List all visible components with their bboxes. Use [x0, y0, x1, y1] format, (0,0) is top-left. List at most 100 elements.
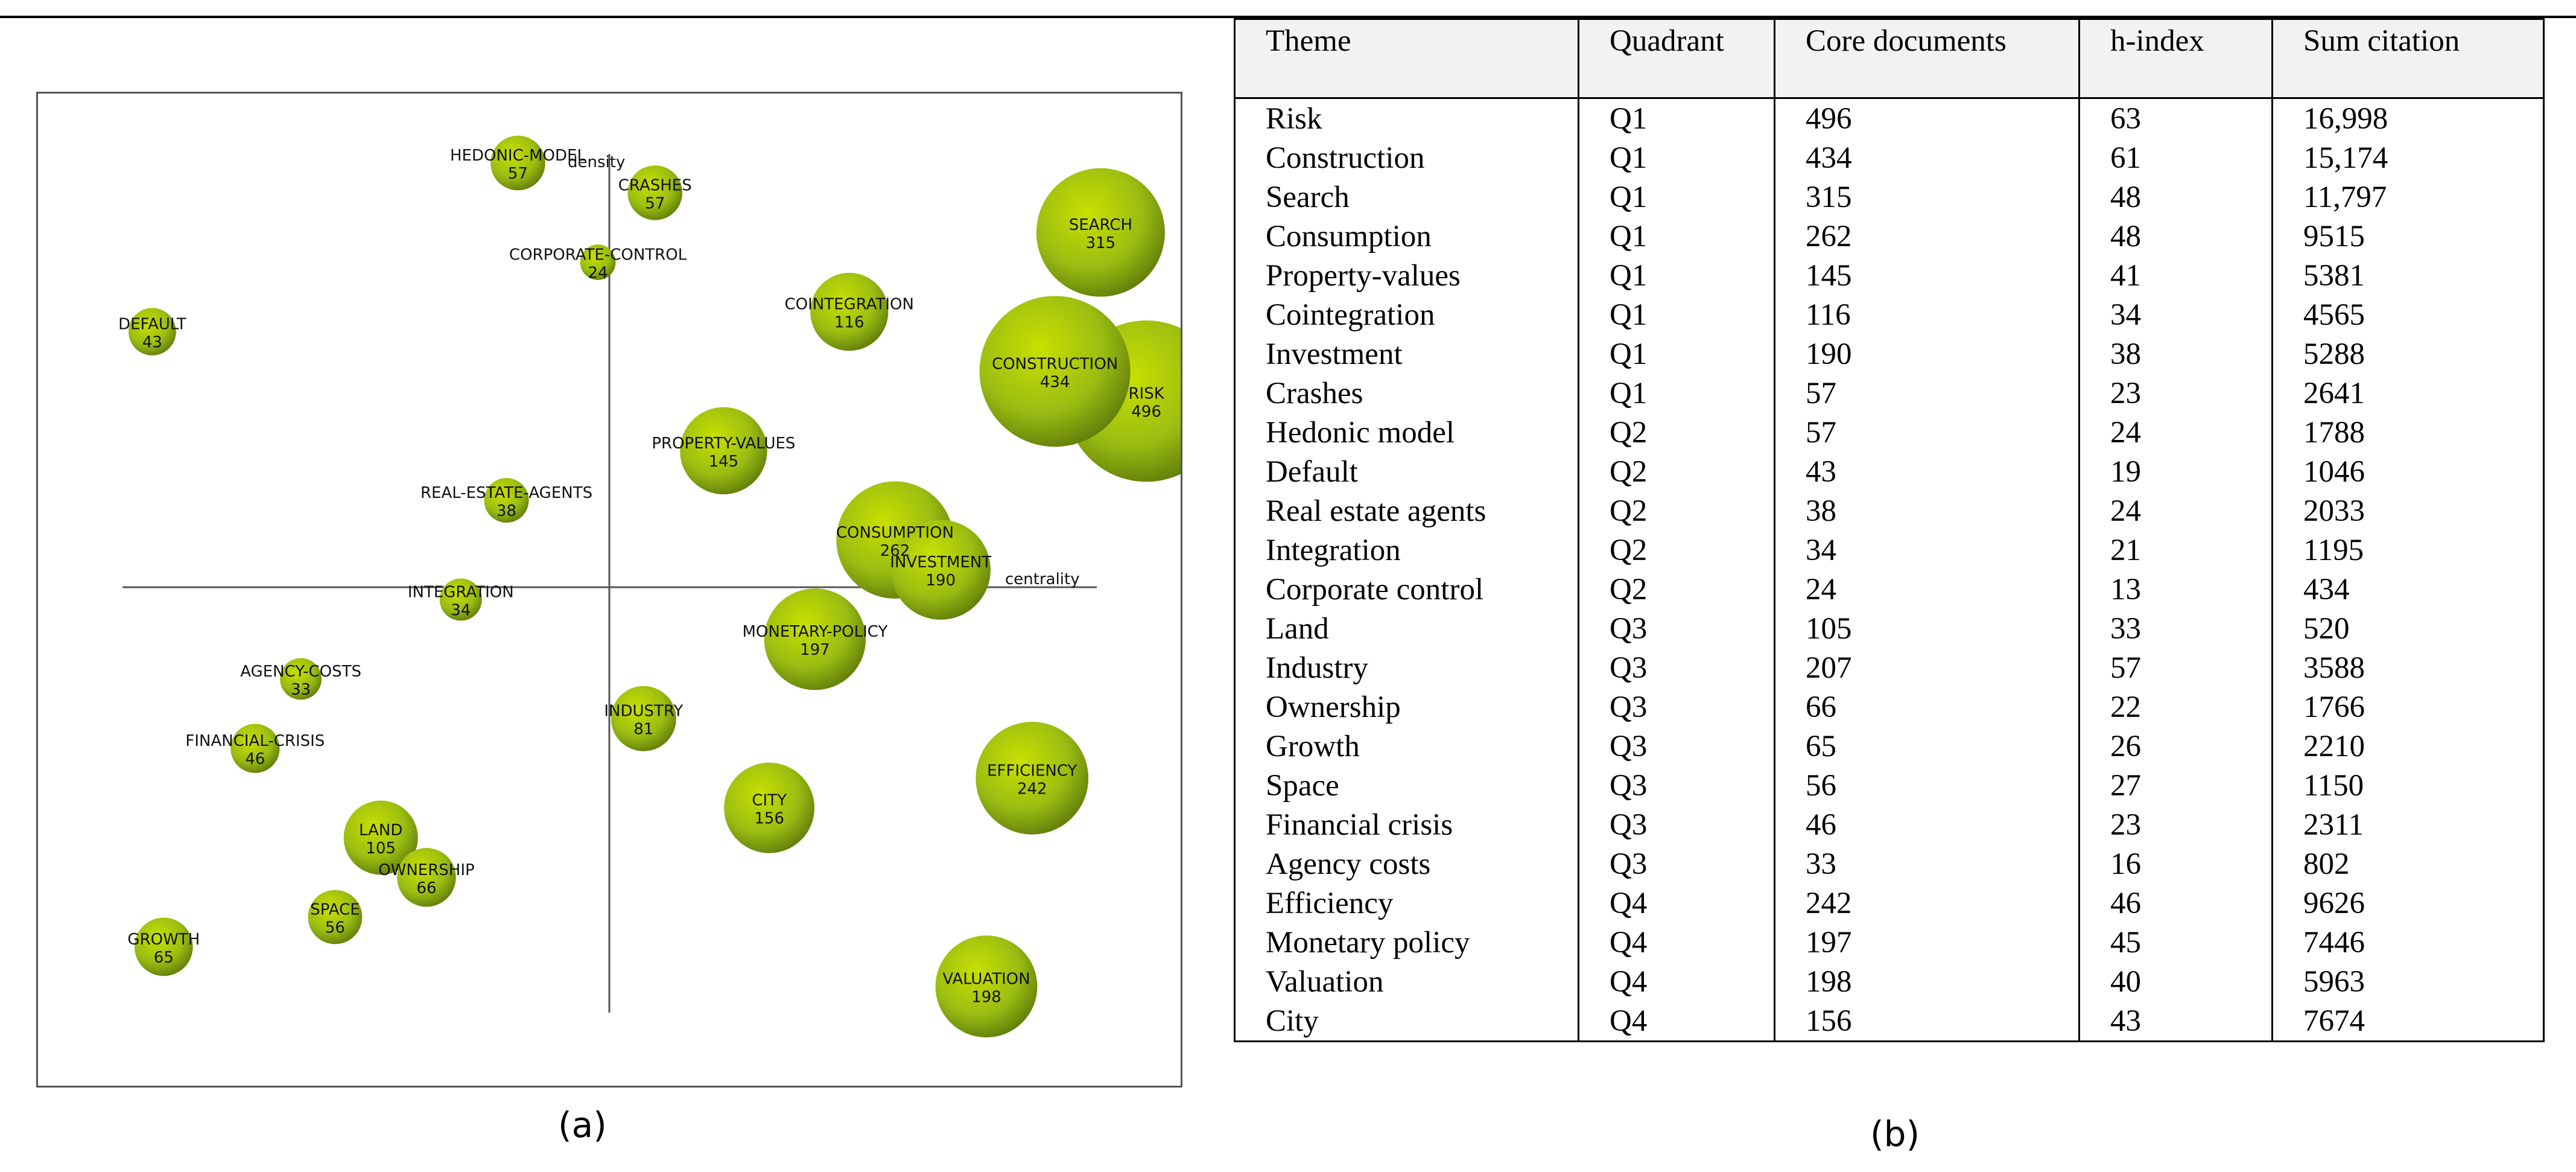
- bubble-value: 145: [709, 453, 739, 471]
- bubble-property-values: [680, 407, 767, 495]
- bubble-label: CITY: [752, 792, 787, 810]
- table-cell: 22: [2078, 687, 2273, 727]
- table-cell: 24: [2078, 491, 2273, 530]
- bubble-city: [724, 762, 815, 853]
- table-cell: 41: [2078, 256, 2273, 295]
- table-cell: 2311: [2271, 805, 2545, 844]
- caption-b: (b): [1870, 1113, 1920, 1154]
- table-row: Construction Q1 434 61 15,174: [1234, 138, 2545, 177]
- bubble-value: 434: [1040, 373, 1070, 391]
- bubble-label: CRASHES: [618, 176, 692, 194]
- bubble-space: [308, 890, 363, 944]
- table-row: Property-values Q1 145 41 5381: [1234, 256, 2545, 295]
- table-cell: 2641: [2271, 374, 2545, 413]
- table-cell: 11,797: [2271, 177, 2545, 217]
- table-cell: Valuation: [1234, 962, 1579, 1001]
- bubble-label: SPACE: [310, 901, 360, 919]
- table-cell: Integration: [1234, 530, 1579, 570]
- table-cell: Property-values: [1234, 256, 1579, 295]
- table-row: Land Q3 105 33 520: [1234, 609, 2545, 648]
- bubble-label: INDUSTRY: [604, 702, 683, 721]
- table-cell: Q1: [1578, 97, 1775, 138]
- bubble-label: EFFICIENCY: [987, 762, 1077, 780]
- table-cell: 46: [1774, 805, 2080, 844]
- table-cell: Consumption: [1234, 217, 1579, 256]
- bubble-value: 56: [325, 919, 345, 937]
- table-row: Search Q1 315 48 11,797: [1234, 177, 2545, 217]
- table-row: Crashes Q1 57 23 2641: [1234, 374, 2545, 413]
- bubble-value: 262: [880, 542, 910, 560]
- table-cell: Search: [1234, 177, 1579, 217]
- bubble-investment: [890, 520, 991, 620]
- bubble-value: 46: [245, 750, 265, 768]
- table-cell: 63: [2078, 97, 2273, 138]
- bubble-label: CONSUMPTION: [836, 524, 954, 542]
- table-row: Hedonic model Q2 57 24 1788: [1234, 413, 2545, 452]
- bubble-label: CORPORATE-CONTROL: [509, 246, 687, 264]
- bubble-value: 57: [508, 165, 528, 183]
- bubble-growth: [134, 917, 193, 976]
- table-cell: 23: [2078, 805, 2273, 844]
- bubble-value: 81: [633, 721, 653, 739]
- table-cell: Space: [1234, 766, 1579, 805]
- table-cell: 190: [1774, 334, 2080, 374]
- table-row: Agency costs Q3 33 16 802: [1234, 844, 2545, 884]
- table-row: Financial crisis Q3 46 23 2311: [1234, 805, 2545, 844]
- table-row: Consumption Q1 262 48 9515: [1234, 217, 2545, 256]
- table-row: Space Q3 56 27 1150: [1234, 766, 2545, 805]
- table-cell: Q1: [1578, 138, 1775, 177]
- table-cell: 40: [2078, 962, 2273, 1001]
- table-cell: Q3: [1578, 648, 1775, 687]
- table-cell: 1046: [2271, 452, 2545, 491]
- table-cell: Q2: [1578, 491, 1775, 530]
- table-cell: 61: [2078, 138, 2273, 177]
- col-header-theme: Theme: [1234, 18, 1579, 99]
- bubble-value: 33: [291, 681, 311, 699]
- table-cell: Q4: [1578, 962, 1775, 1001]
- table-cell: 43: [1774, 452, 2080, 491]
- table-cell: 45: [2078, 923, 2273, 962]
- table-cell: Hedonic model: [1234, 413, 1579, 452]
- table-cell: Q4: [1578, 1001, 1775, 1042]
- table-cell: Q2: [1578, 413, 1775, 452]
- bubble-ownership: [397, 848, 456, 907]
- bubble-search: [1036, 168, 1165, 297]
- col-header-sum-citation: Sum citation: [2271, 18, 2545, 99]
- caption-a: (a): [558, 1104, 607, 1145]
- table-header-row: Theme Quadrant Core documents h-index Su…: [1234, 18, 2545, 99]
- table-cell: 9515: [2271, 217, 2545, 256]
- table-cell: 4565: [2271, 295, 2545, 334]
- bubble-land: [343, 800, 418, 875]
- bubble-label: LAND: [359, 821, 402, 839]
- table-cell: 16,998: [2271, 97, 2545, 138]
- table-cell: 2033: [2271, 491, 2545, 530]
- table-cell: Q3: [1578, 687, 1775, 727]
- table-cell: 434: [1774, 138, 2080, 177]
- table-cell: 105: [1774, 609, 2080, 648]
- table-cell: 34: [1774, 530, 2080, 570]
- table-cell: 1195: [2271, 530, 2545, 570]
- bubble-crashes: [627, 165, 683, 220]
- bubble-monetary-policy: [764, 588, 866, 690]
- table-cell: 48: [2078, 177, 2273, 217]
- table-cell: City: [1234, 1001, 1579, 1042]
- table-row: Real estate agents Q2 38 24 2033: [1234, 491, 2545, 530]
- table-row: Integration Q2 34 21 1195: [1234, 530, 2545, 570]
- table-cell: 434: [2271, 570, 2545, 609]
- table-cell: Q4: [1578, 923, 1775, 962]
- table-row: Investment Q1 190 38 5288: [1234, 334, 2545, 374]
- table-cell: 26: [2078, 727, 2273, 766]
- table-cell: Q1: [1578, 177, 1775, 217]
- bubble-efficiency: [976, 722, 1089, 835]
- table-cell: Risk: [1234, 97, 1579, 138]
- table-cell: 13: [2078, 570, 2273, 609]
- table-cell: 520: [2271, 609, 2545, 648]
- bubble-label: PROPERTY-VALUES: [652, 435, 795, 453]
- table-cell: 315: [1774, 177, 2080, 217]
- table-cell: 19: [2078, 452, 2273, 491]
- table-cell: 21: [2078, 530, 2273, 570]
- col-header-quadrant: Quadrant: [1578, 18, 1775, 99]
- table-cell: Q2: [1578, 530, 1775, 570]
- table-cell: 57: [1774, 374, 2080, 413]
